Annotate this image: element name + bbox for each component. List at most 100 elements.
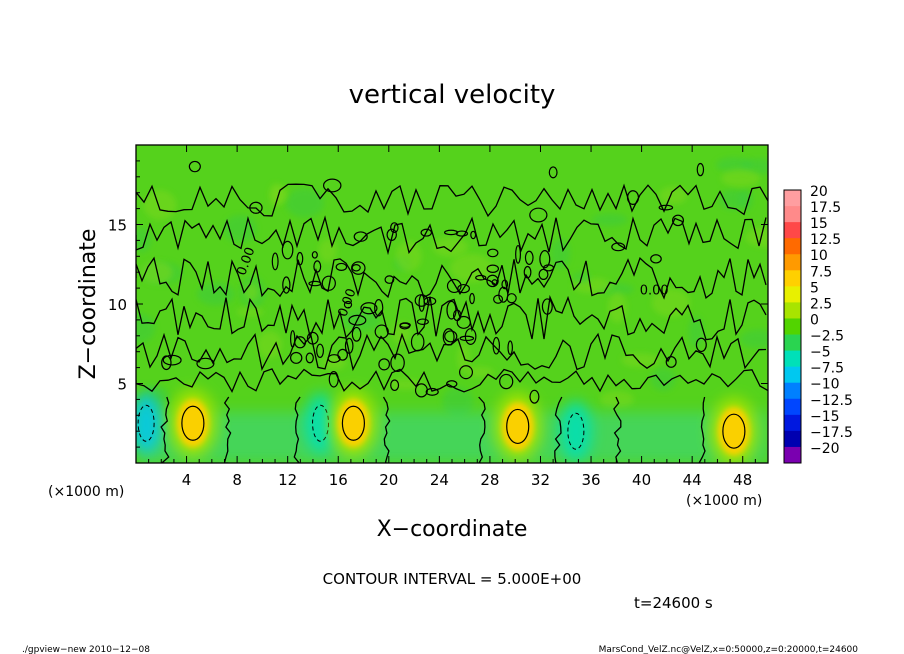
- contour-cell: [695, 337, 707, 353]
- colorbar-frame: [783, 189, 802, 464]
- contour-cell: [459, 365, 474, 380]
- contour-wall: [160, 396, 170, 463]
- colorbar-swatch: [784, 222, 801, 239]
- y-axis-label: Z−coordinate: [76, 229, 101, 380]
- colorbar-label: 17.5: [810, 200, 841, 216]
- x-tick-label: 16: [329, 471, 348, 489]
- contour-cell: [399, 322, 411, 328]
- texture-patch: [715, 157, 753, 173]
- x-tick-label: 48: [733, 471, 752, 489]
- contour-cell: [321, 275, 336, 291]
- colorbar-swatch: [784, 350, 801, 368]
- texture-patch: [745, 227, 768, 248]
- texture-patch: [688, 316, 704, 348]
- contour-cell: [306, 331, 319, 345]
- contour-cell: [671, 214, 685, 227]
- contour-cell: [425, 387, 439, 396]
- contour-cell: [337, 348, 348, 361]
- colorbar-label: −15: [810, 409, 840, 425]
- colorbar-label: −20: [810, 441, 840, 457]
- colorbar-swatch: [784, 446, 801, 464]
- x-tick-label: 12: [278, 471, 297, 489]
- updraft-contour: [506, 408, 530, 445]
- contour-cell: [414, 294, 429, 307]
- texture-patch: [442, 386, 474, 416]
- texture-patch: [269, 183, 284, 207]
- contour-cell: [344, 337, 354, 354]
- contour-cell: [351, 326, 362, 342]
- contour-cell: [378, 358, 391, 371]
- contour-cell: [499, 373, 514, 390]
- colorbar-swatch: [784, 238, 801, 255]
- downdraft-contour: [312, 404, 330, 442]
- contour-wall: [478, 396, 486, 463]
- surface-layer: [136, 412, 768, 463]
- contour-cell: [469, 292, 475, 305]
- contour-cell: [492, 336, 501, 355]
- contour-cell: [650, 254, 662, 264]
- contour-cell: [658, 204, 674, 211]
- colorbar-label: −12.5: [810, 393, 853, 409]
- x-axis: 4 8 12 16 20 24 28 32 36 40 44 48: [148, 145, 756, 489]
- x-tick-label: 24: [430, 471, 449, 489]
- contour-cell: [343, 300, 353, 309]
- contour-cell: [188, 160, 201, 173]
- contour-cell: [456, 315, 471, 329]
- contour-interval: CONTOUR INTERVAL = 5.000E+00: [323, 570, 582, 588]
- updraft-contour: [181, 405, 205, 441]
- contour-cell: [464, 328, 477, 345]
- colorbar-label: −2.5: [810, 329, 844, 345]
- contour-zero: [136, 215, 767, 256]
- contour-cell: [486, 274, 499, 288]
- colorbar-label: 12.5: [810, 232, 841, 248]
- time-label: t=24600 s: [634, 594, 713, 612]
- colorbar-label: 15: [810, 216, 828, 232]
- contour-cell: [271, 252, 279, 271]
- colorbar-label: 2.5: [810, 296, 832, 312]
- contour-cell: [446, 300, 457, 320]
- contour-cell: [289, 351, 303, 364]
- texture-patch: [236, 307, 264, 317]
- contour-cell: [327, 354, 341, 364]
- contour-cell: [386, 228, 397, 242]
- x-tick-label: 20: [379, 471, 398, 489]
- y-tick-label: 10: [108, 296, 127, 314]
- contour-cell: [410, 332, 425, 352]
- contour-cell: [420, 228, 433, 237]
- y-axis: 5 10 15: [108, 160, 768, 448]
- downdraft: [559, 401, 592, 462]
- colorbar-swatch: [784, 190, 801, 207]
- texture-patch: [608, 292, 627, 323]
- contour-zero: [136, 256, 767, 300]
- colorbar-label: −10: [810, 377, 840, 393]
- x-tick-label: 28: [480, 471, 499, 489]
- colorbar-label: 10: [810, 248, 828, 264]
- contour-lines: 0.000.000.00: [136, 160, 768, 463]
- contour-cell: [360, 302, 378, 315]
- colorbar-swatch: [784, 382, 801, 400]
- updraft-contour: [341, 405, 366, 441]
- texture-patch: [659, 186, 688, 205]
- x-unit-left: (×1000 m): [48, 484, 124, 500]
- colorbar-label: 7.5: [810, 264, 832, 280]
- contour-cell: [196, 357, 215, 370]
- texture-patch: [740, 329, 768, 349]
- contour-cell: [541, 298, 553, 315]
- contour-cell: [390, 379, 400, 392]
- contour-cell: [493, 294, 504, 304]
- texture-patch: [651, 288, 691, 317]
- contour-cell: [665, 356, 677, 368]
- contour-cell: [416, 318, 429, 326]
- contour-wall: [382, 396, 391, 463]
- contour-cell: [529, 389, 540, 404]
- colorbar-swatch: [784, 414, 801, 432]
- texture-patch: [591, 213, 628, 226]
- contour-cell: [390, 353, 405, 373]
- colorbar-label: 5: [810, 280, 819, 296]
- downdraft-contour: [567, 412, 585, 450]
- contour-cell: [523, 265, 532, 279]
- contour-zero: [136, 294, 767, 341]
- contour-cell: [281, 240, 294, 260]
- contour-cell: [444, 330, 458, 343]
